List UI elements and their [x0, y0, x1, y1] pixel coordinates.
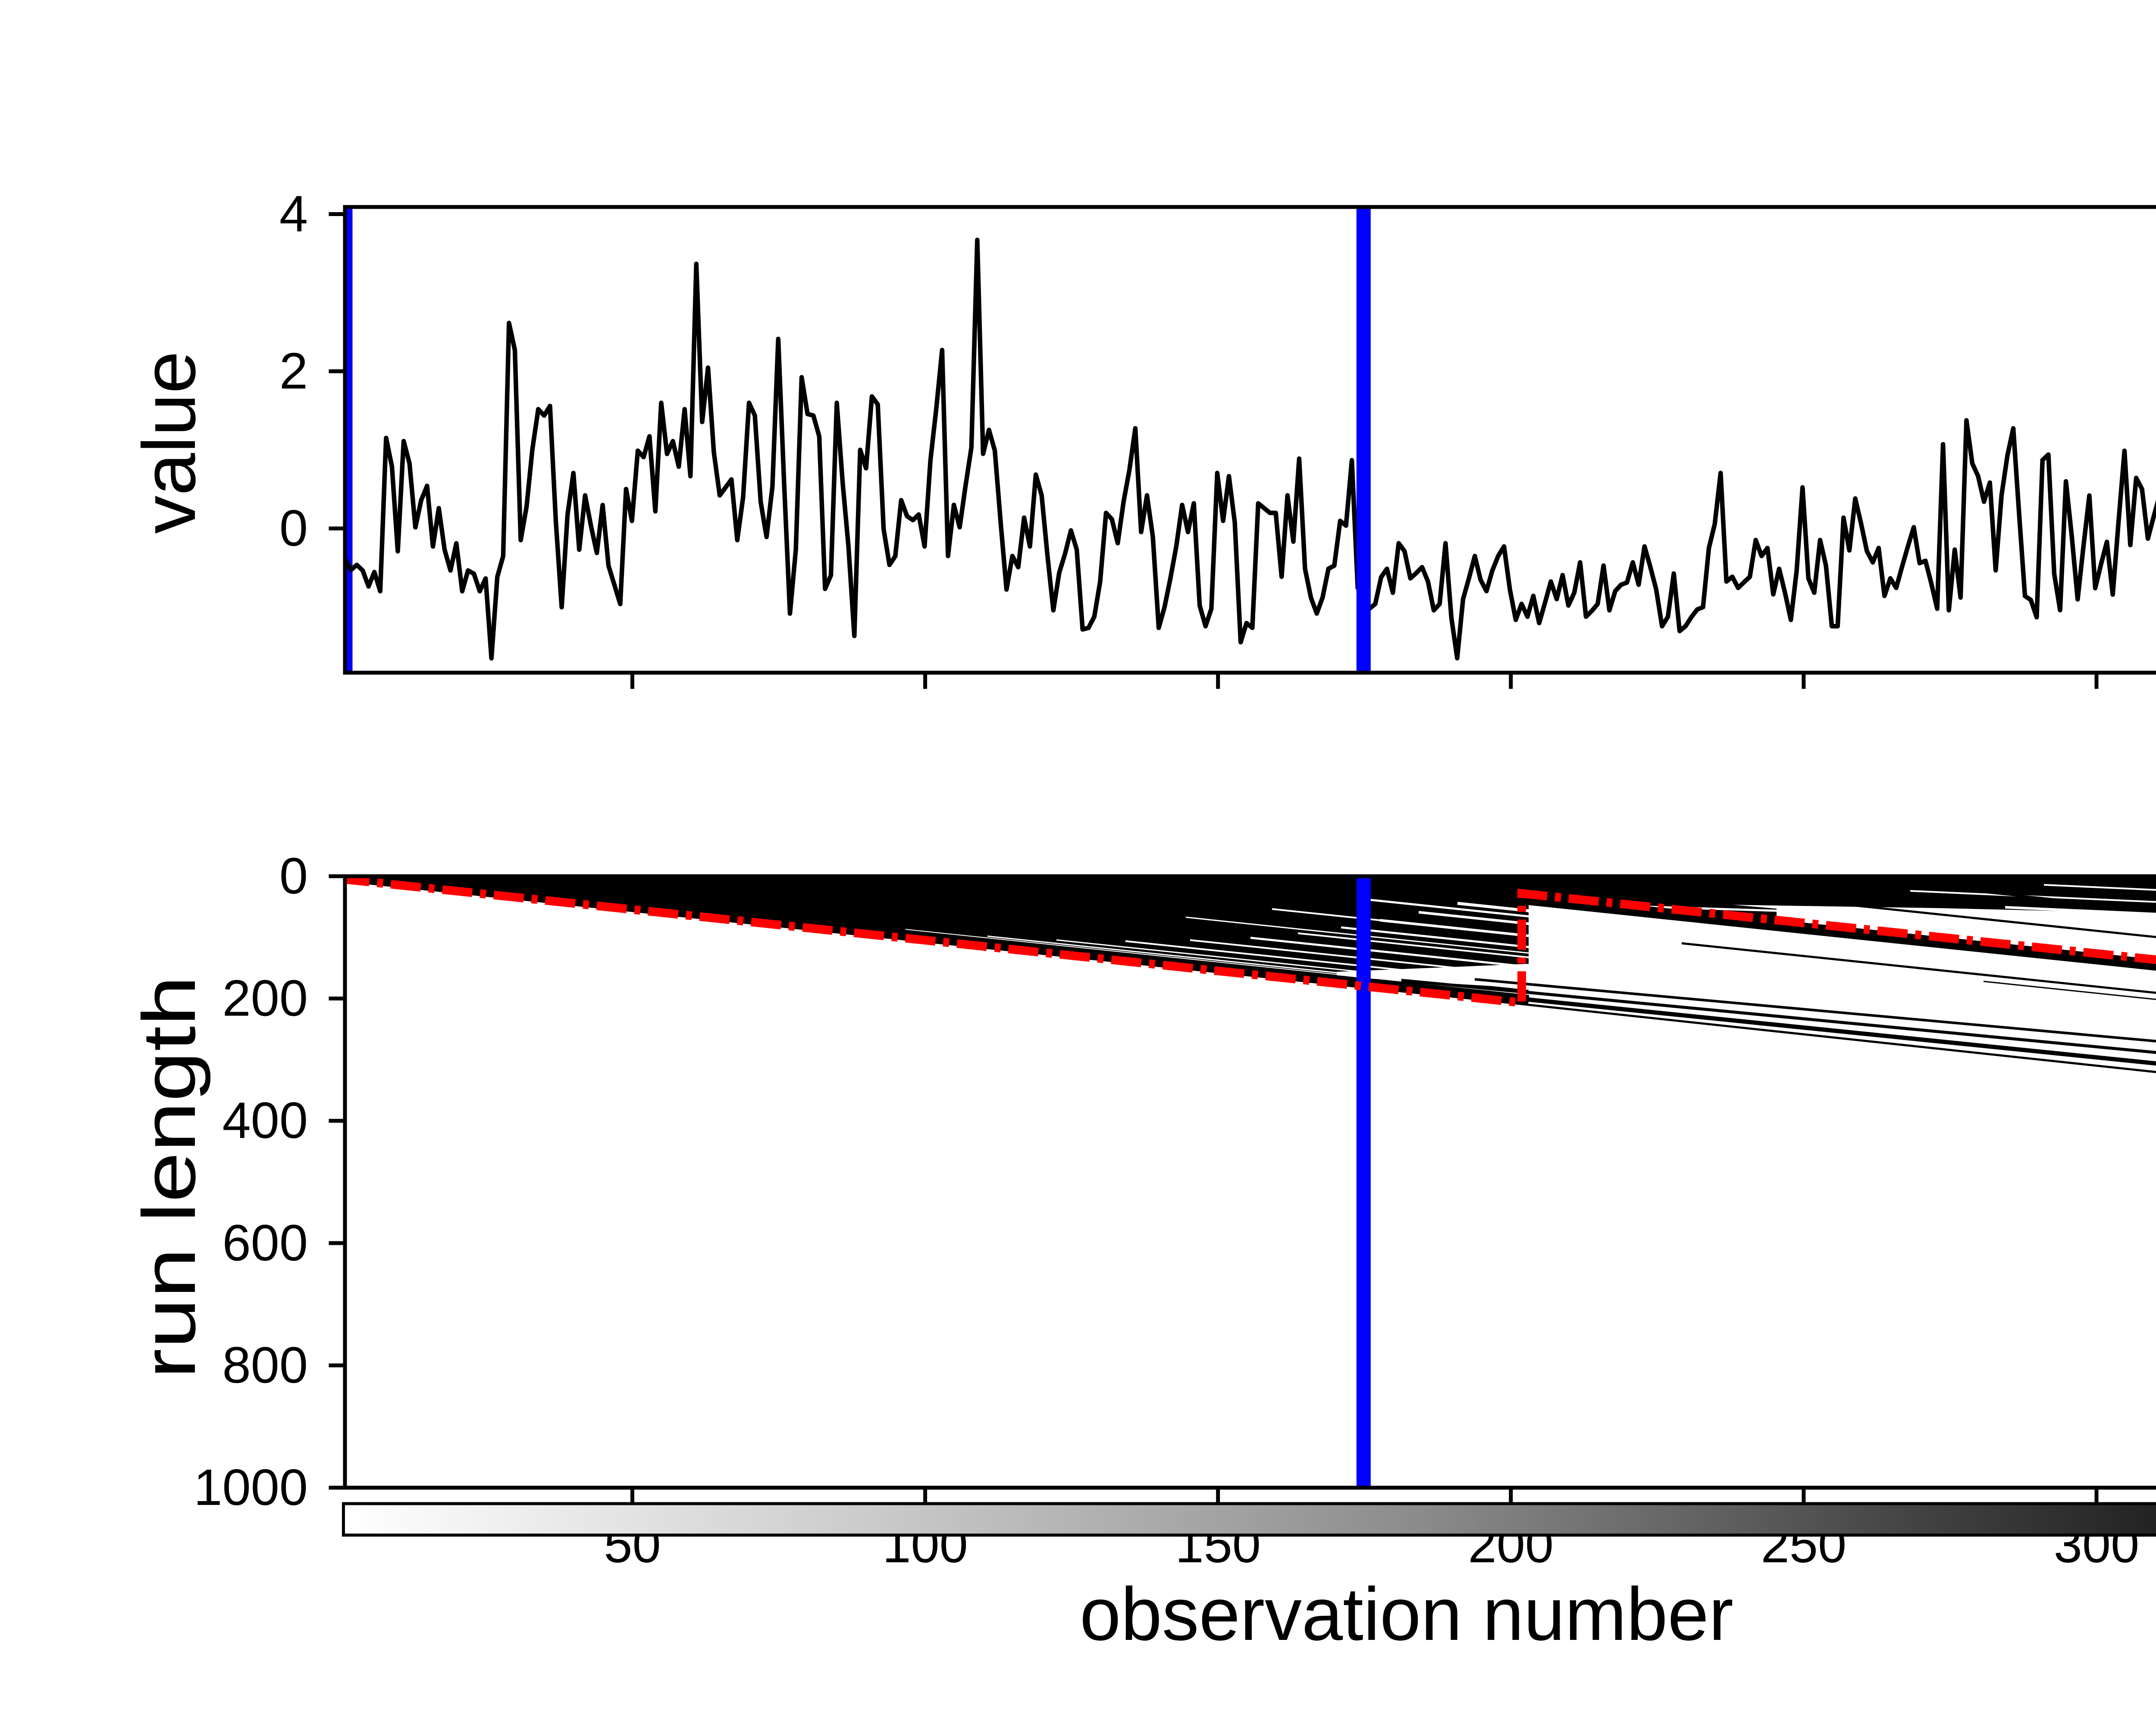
svg-text:800: 800 — [222, 1336, 308, 1394]
svg-text:run length: run length — [127, 976, 211, 1379]
svg-text:4: 4 — [279, 185, 308, 243]
svg-text:0: 0 — [279, 847, 308, 905]
svg-text:2: 2 — [279, 342, 308, 400]
svg-text:600: 600 — [222, 1214, 308, 1272]
svg-text:1000: 1000 — [194, 1459, 308, 1516]
svg-text:400: 400 — [222, 1092, 308, 1149]
svg-text:value: value — [127, 351, 211, 534]
svg-text:200: 200 — [222, 970, 308, 1027]
svg-text:observation number: observation number — [1080, 1572, 1733, 1656]
svg-text:0: 0 — [279, 500, 308, 557]
